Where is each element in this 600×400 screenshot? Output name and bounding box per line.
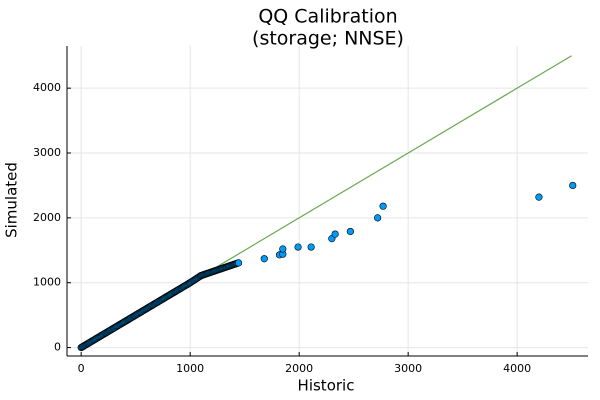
x-tick-label: 2000 (285, 362, 313, 375)
data-point (234, 259, 243, 267)
chart-title-line1: QQ Calibration (258, 6, 397, 28)
data-point (374, 214, 382, 222)
y-tick-label: 0 (54, 341, 61, 354)
y-tick-label: 1000 (33, 276, 61, 289)
chart-title-line2: (storage; NNSE) (252, 28, 404, 50)
x-tick-label: 0 (78, 362, 85, 375)
grid-lines (67, 46, 588, 356)
y-tick-label: 2000 (33, 211, 61, 224)
y-tick-label: 3000 (33, 146, 61, 159)
reference-line (211, 55, 572, 271)
tick-labels: 0 1000 2000 3000 4000 0 1000 2000 3000 4000 (33, 81, 531, 375)
x-axis-label: Historic (298, 377, 355, 395)
axes (66, 46, 588, 357)
data-point (346, 227, 354, 236)
x-tick-label: 4000 (503, 362, 531, 375)
data-point (260, 255, 268, 263)
data-point (294, 243, 302, 251)
x-tick-label: 3000 (394, 362, 422, 375)
data-point (331, 230, 339, 238)
reference-line-group (211, 55, 572, 271)
y-tick-label: 4000 (33, 81, 61, 94)
data-point (535, 193, 543, 201)
data-point (279, 245, 287, 253)
x-tick-label: 1000 (176, 362, 204, 375)
data-point (307, 243, 315, 251)
data-points (77, 181, 577, 352)
y-axis-label: Simulated (3, 162, 21, 238)
data-point (379, 202, 387, 210)
data-point (569, 181, 577, 190)
